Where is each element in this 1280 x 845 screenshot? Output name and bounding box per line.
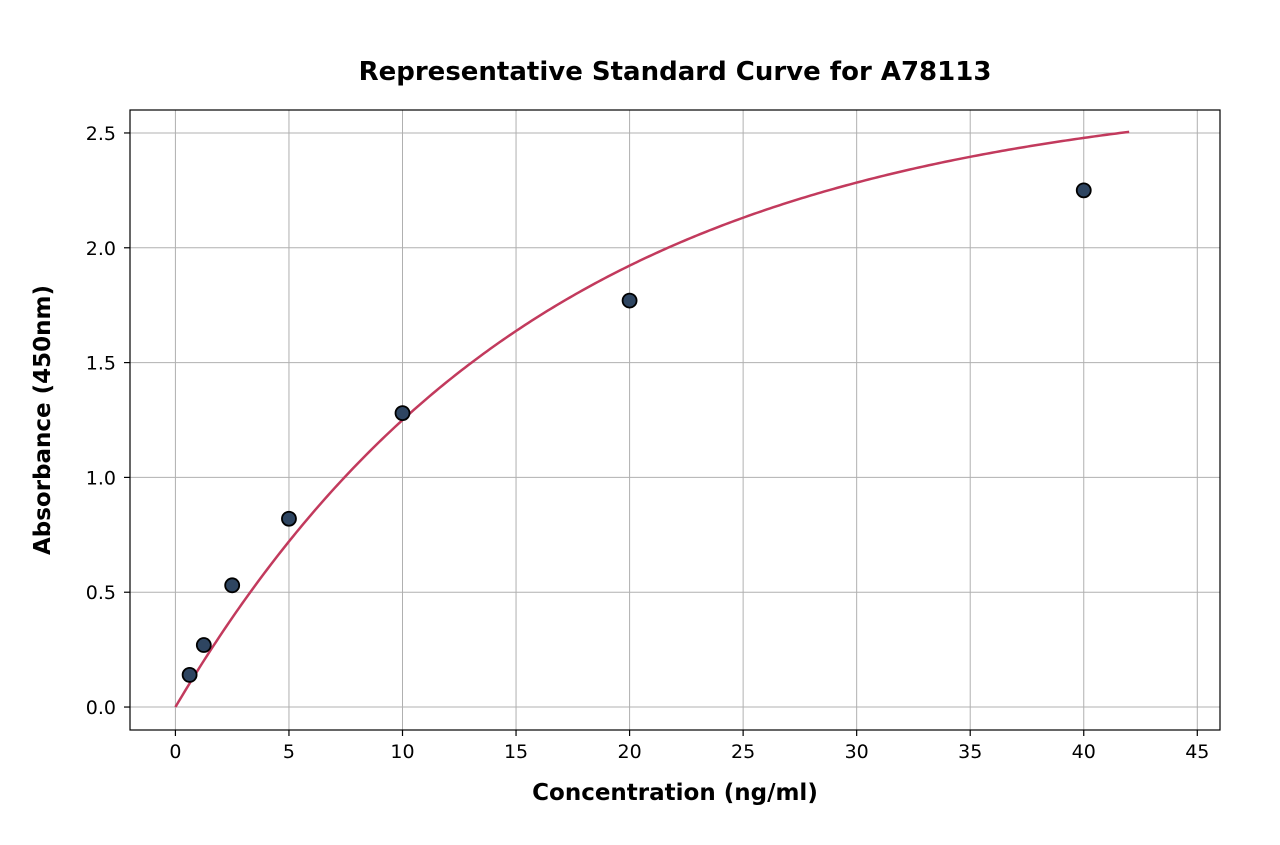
standard-curve-chart: 0 5 10 15 20 25 30 35 40 45 0.0 0.5 1.0 1.5 2.0 2.5 Re…: [0, 0, 1280, 845]
y-tick-label: 0.0: [86, 697, 116, 719]
x-tick-label: 40: [1072, 741, 1096, 763]
x-axis-label: Concentration (ng/ml): [532, 780, 818, 806]
x-tick-label: 5: [283, 741, 295, 763]
y-tick-label: 0.5: [86, 582, 116, 604]
data-point: [1077, 183, 1091, 197]
x-tick-label: 0: [169, 741, 181, 763]
y-tick-label: 2.0: [86, 238, 116, 260]
y-tick-label: 1.0: [86, 467, 116, 489]
x-tick-label: 20: [617, 741, 641, 763]
data-point: [183, 668, 197, 682]
y-axis-ticks: 0.0 0.5 1.0 1.5 2.0 2.5: [86, 123, 130, 719]
x-axis-ticks: 0 5 10 15 20 25 30 35 40 45: [169, 730, 1209, 763]
data-point: [623, 294, 637, 308]
x-tick-label: 10: [390, 741, 414, 763]
data-point: [282, 512, 296, 526]
x-tick-label: 35: [958, 741, 982, 763]
data-point: [197, 638, 211, 652]
y-axis-label: Absorbance (450nm): [30, 285, 56, 555]
data-markers: [183, 183, 1091, 682]
data-point: [225, 578, 239, 592]
data-point: [396, 406, 410, 420]
chart-title: Representative Standard Curve for A78113: [359, 57, 992, 87]
x-tick-label: 45: [1185, 741, 1209, 763]
grid-lines: [130, 110, 1220, 730]
axes-spines: [130, 110, 1220, 730]
x-tick-label: 15: [504, 741, 528, 763]
fitted-curve: [175, 132, 1129, 707]
y-tick-label: 2.5: [86, 123, 116, 145]
x-tick-label: 25: [731, 741, 755, 763]
chart-container: 0 5 10 15 20 25 30 35 40 45 0.0 0.5 1.0 1.5 2.0 2.5 Re…: [0, 0, 1280, 845]
y-tick-label: 1.5: [86, 353, 116, 375]
x-tick-label: 30: [845, 741, 869, 763]
